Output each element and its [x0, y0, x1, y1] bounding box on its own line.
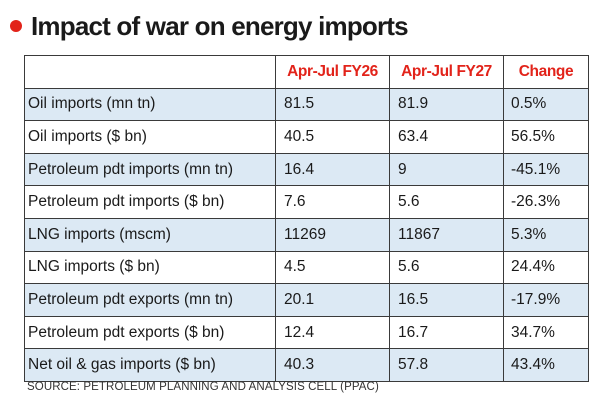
source-note: SOURCE: PETROLEUM PLANNING AND ANALYSIS … — [27, 381, 379, 393]
row-label: Oil imports ($ bn) — [24, 120, 276, 154]
table-row: Oil imports ($ bn) 40.5 63.4 56.5% — [24, 120, 589, 154]
cell-change: 24.4% — [503, 250, 589, 285]
cell-fy26: 40.5 — [275, 120, 390, 154]
cell-fy27: 63.4 — [389, 120, 504, 154]
cell-fy26: 20.1 — [275, 283, 390, 317]
cell-change: 0.5% — [503, 87, 589, 122]
cell-change: -45.1% — [503, 152, 589, 187]
cell-fy27: 5.6 — [389, 185, 504, 219]
cell-fy27: 9 — [389, 152, 504, 187]
cell-fy27: 16.7 — [389, 315, 504, 350]
title-row: Impact of war on energy imports — [10, 6, 409, 46]
table-row: Net oil & gas imports ($ bn) 40.3 57.8 43.4… — [24, 348, 589, 382]
cell-change: 56.5% — [503, 120, 589, 154]
row-label: Petroleum pdt imports ($ bn) — [24, 185, 276, 219]
header-cell-fy27: Apr-Jul FY27 — [389, 55, 504, 89]
header-cell-change: Change — [503, 55, 589, 89]
table-row: LNG imports (mscm) 11269 11867 5.3% — [24, 217, 589, 252]
chart-title: Impact of war on energy imports — [31, 11, 409, 41]
cell-change: 34.7% — [503, 315, 589, 350]
cell-fy27: 57.8 — [389, 348, 504, 382]
table-row: Petroleum pdt imports ($ bn) 7.6 5.6 -26.3% — [24, 185, 589, 219]
table-row: Oil imports (mn tn) 81.5 81.9 0.5% — [24, 87, 589, 122]
data-table: Apr-Jul FY26 Apr-Jul FY27 Change Oil imp… — [24, 55, 589, 382]
row-label: Oil imports (mn tn) — [24, 87, 276, 122]
bullet-icon — [10, 20, 22, 32]
cell-fy27: 11867 — [389, 217, 504, 252]
row-label: Petroleum pdt exports (mn tn) — [24, 283, 276, 317]
cell-fy26: 7.6 — [275, 185, 390, 219]
cell-fy26: 12.4 — [275, 315, 390, 350]
cell-fy27: 81.9 — [389, 87, 504, 122]
table-row: Petroleum pdt exports ($ bn) 12.4 16.7 34.7… — [24, 315, 589, 350]
row-label: LNG imports ($ bn) — [24, 250, 276, 285]
table-header-row: Apr-Jul FY26 Apr-Jul FY27 Change — [24, 55, 589, 89]
cell-change: 43.4% — [503, 348, 589, 382]
cell-fy27: 5.6 — [389, 250, 504, 285]
table-row: Petroleum pdt imports (mn tn) 16.4 9 -45.1% — [24, 152, 589, 187]
table-row: Petroleum pdt exports (mn tn) 20.1 16.5 -17… — [24, 283, 589, 317]
cell-fy26: 11269 — [275, 217, 390, 252]
row-label: LNG imports (mscm) — [24, 217, 276, 252]
cell-change: 5.3% — [503, 217, 589, 252]
row-label: Petroleum pdt exports ($ bn) — [24, 315, 276, 350]
header-cell-fy26: Apr-Jul FY26 — [275, 55, 390, 89]
table-row: LNG imports ($ bn) 4.5 5.6 24.4% — [24, 250, 589, 285]
row-label: Petroleum pdt imports (mn tn) — [24, 152, 276, 187]
cell-fy26: 81.5 — [275, 87, 390, 122]
cell-fy26: 16.4 — [275, 152, 390, 187]
cell-fy27: 16.5 — [389, 283, 504, 317]
header-cell-label — [24, 55, 276, 89]
cell-change: -26.3% — [503, 185, 589, 219]
row-label: Net oil & gas imports ($ bn) — [24, 348, 276, 382]
cell-change: -17.9% — [503, 283, 589, 317]
cell-fy26: 4.5 — [275, 250, 390, 285]
cell-fy26: 40.3 — [275, 348, 390, 382]
